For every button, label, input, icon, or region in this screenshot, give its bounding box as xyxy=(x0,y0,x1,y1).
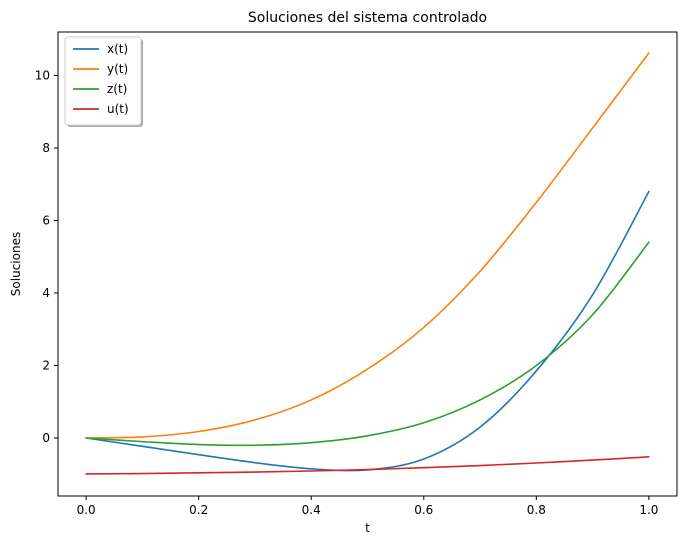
x-tick-label: 0.4 xyxy=(302,503,321,517)
y-tick-label: 8 xyxy=(42,141,50,155)
series-layer xyxy=(85,52,650,475)
chart-title: Soluciones del sistema controlado xyxy=(248,10,487,26)
y-axis: 0 2 4 6 8 10 xyxy=(35,69,58,445)
x-axis: 0.0 0.2 0.4 0.6 0.8 1.0 xyxy=(77,496,658,517)
y-tick-label: 2 xyxy=(42,359,50,373)
series-line-xt xyxy=(85,190,650,472)
y-tick-label: 4 xyxy=(42,286,50,300)
x-axis-title: t xyxy=(365,521,370,535)
legend: x(t) y(t) z(t) u(t) xyxy=(64,36,143,127)
legend-label: x(t) xyxy=(107,42,128,56)
x-tick-label: 1.0 xyxy=(639,503,658,517)
legend-label: y(t) xyxy=(107,62,128,76)
legend-label: u(t) xyxy=(107,102,129,116)
y-tick-label: 10 xyxy=(35,69,50,83)
series-line-yt xyxy=(85,52,650,439)
y-tick-label: 6 xyxy=(42,214,50,228)
series-line-ut xyxy=(85,456,650,475)
x-tick-label: 0.2 xyxy=(189,503,208,517)
y-tick-label: 0 xyxy=(42,431,50,445)
x-tick-label: 0.8 xyxy=(527,503,546,517)
legend-box xyxy=(64,36,142,126)
y-axis-title: Soluciones xyxy=(9,232,23,296)
x-tick-label: 0.0 xyxy=(77,503,96,517)
x-tick-label: 0.6 xyxy=(414,503,433,517)
plot-frame xyxy=(57,31,678,497)
legend-label: z(t) xyxy=(107,82,127,96)
series-line-zt xyxy=(85,241,650,447)
